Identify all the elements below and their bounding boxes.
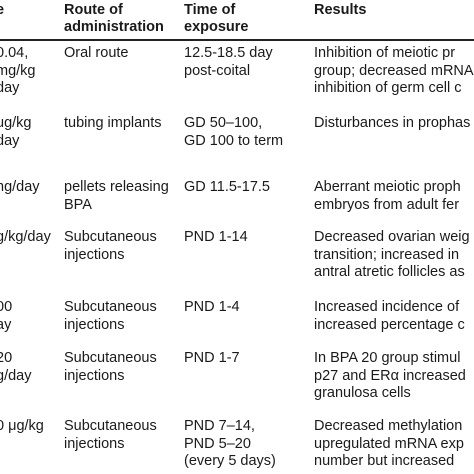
- header-dose: e: [0, 2, 5, 18]
- cell-results: Aberrant meiotic proph embryos from adult…: [314, 179, 461, 213]
- table-header: e Route of administration Time of exposure…: [0, 0, 474, 40]
- cell-route: Oral route: [64, 45, 129, 61]
- cell-results: In BPA 20 group stimul p27 and ERα increa…: [314, 350, 466, 401]
- cell-results: Disturbances in prophas: [314, 115, 471, 131]
- header-time: Time of exposure: [184, 2, 249, 35]
- cell-dose: 20 g/day: [0, 350, 32, 384]
- cell-dose: 00 ay: [0, 299, 13, 333]
- cell-results: Inhibition of meiotic pr group; decreased…: [314, 45, 474, 96]
- cell-time: GD 11.5-17.5: [184, 179, 270, 195]
- cell-time: PND 1-14: [184, 229, 248, 245]
- cell-dose: ug/kg day: [0, 115, 32, 149]
- cell-time: PND 7–14, PND 5–20 (every 5 days): [184, 418, 276, 469]
- cell-dose: ng/day: [0, 179, 40, 195]
- cell-dose: g/kg/day: [0, 229, 51, 245]
- cell-results: Decreased methylation upregulated mRNA ex…: [314, 418, 464, 469]
- cell-route: Subcutaneous injections: [64, 418, 157, 452]
- header-route: Route of administration: [64, 2, 164, 35]
- cell-route: tubing implants: [64, 115, 162, 131]
- cell-route: Subcutaneous injections: [64, 299, 157, 333]
- cell-time: 12.5-18.5 day post-coital: [184, 45, 273, 79]
- header-results: Results: [314, 2, 367, 18]
- header-rule: [0, 39, 474, 41]
- cell-time: PND 1-7: [184, 350, 240, 366]
- cell-route: pellets releasing BPA: [64, 179, 169, 213]
- cell-time: GD 50–100, GD 100 to term: [184, 115, 284, 149]
- cell-route: Subcutaneous injections: [64, 229, 157, 263]
- cell-dose: 0.04, mg/kg day: [0, 45, 36, 96]
- cell-time: PND 1-4: [184, 299, 240, 315]
- cell-dose: 0 μg/kg: [0, 418, 44, 434]
- cell-results: Decreased ovarian weig transition; increa…: [314, 229, 470, 280]
- cell-route: Subcutaneous injections: [64, 350, 157, 384]
- cell-results: Increased incidence of increased percenta…: [314, 299, 465, 333]
